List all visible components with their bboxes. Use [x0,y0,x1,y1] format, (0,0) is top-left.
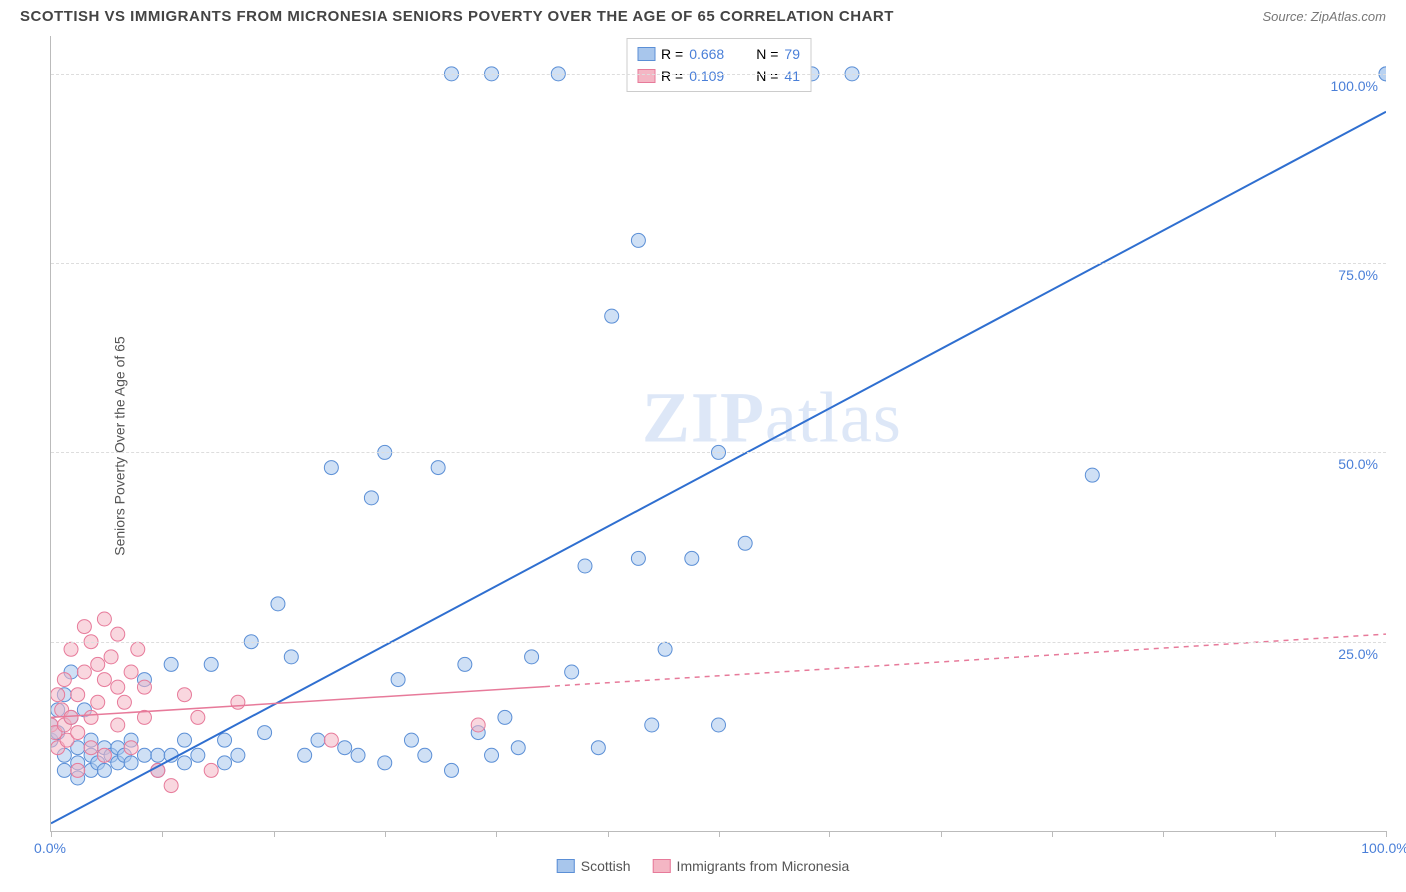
data-point [298,748,312,762]
data-point [658,642,672,656]
data-point [91,695,105,709]
data-point [231,695,245,709]
data-point [712,718,726,732]
y-tick-label: 75.0% [1338,267,1378,283]
data-point [97,748,111,762]
data-point [605,309,619,323]
data-point [124,741,138,755]
legend-swatch [637,47,655,61]
data-point [685,551,699,565]
data-point [404,733,418,747]
legend-swatch [557,859,575,873]
source-attribution: Source: ZipAtlas.com [1262,9,1386,24]
data-point [631,551,645,565]
data-point [64,642,78,656]
data-point [324,733,338,747]
legend-item: Scottish [557,858,631,874]
data-point [111,680,125,694]
data-point [338,741,352,755]
data-point [364,491,378,505]
chart-header: SCOTTISH VS IMMIGRANTS FROM MICRONESIA S… [0,0,1406,29]
data-point [151,748,165,762]
data-point [218,756,232,770]
data-point [1085,468,1099,482]
data-point [124,756,138,770]
legend-swatch [637,69,655,83]
data-point [631,233,645,247]
data-point [178,756,192,770]
legend-item: Immigrants from Micronesia [653,858,850,874]
data-point [351,748,365,762]
data-point [164,779,178,793]
data-point [471,718,485,732]
data-point [525,650,539,664]
data-point [271,597,285,611]
data-point [324,461,338,475]
data-point [445,763,459,777]
data-point [71,726,85,740]
y-tick-label: 100.0% [1331,78,1378,94]
data-point [284,650,298,664]
data-point [458,657,472,671]
data-point [645,718,659,732]
data-point [111,627,125,641]
legend-row: R = 0.109 N = 41 [637,65,800,87]
data-point [738,536,752,550]
x-tick-label: 100.0% [1361,840,1406,856]
data-point [511,741,525,755]
data-point [71,688,85,702]
data-point [57,673,71,687]
data-point [378,756,392,770]
series-legend: Scottish Immigrants from Micronesia [557,858,850,874]
data-point [178,733,192,747]
data-point [591,741,605,755]
data-point [104,650,118,664]
data-point [431,461,445,475]
y-tick-label: 50.0% [1338,456,1378,472]
data-point [97,673,111,687]
data-point [137,680,151,694]
data-point [258,726,272,740]
legend-row: R = 0.668 N = 79 [637,43,800,65]
data-point [97,612,111,626]
data-point [191,748,205,762]
data-point [84,741,98,755]
data-point [131,642,145,656]
data-point [91,657,105,671]
data-point [77,620,91,634]
data-point [64,710,78,724]
data-point [51,688,65,702]
data-point [178,688,192,702]
data-point [84,710,98,724]
scatter-plot-svg [51,36,1386,831]
data-point [391,673,405,687]
data-point [137,748,151,762]
correlation-legend: R = 0.668 N = 79 R = 0.109 N = 41 [626,38,811,92]
data-point [485,748,499,762]
data-point [218,733,232,747]
data-point [578,559,592,573]
data-point [71,763,85,777]
data-point [117,695,131,709]
data-point [57,763,71,777]
data-point [204,657,218,671]
chart-title: SCOTTISH VS IMMIGRANTS FROM MICRONESIA S… [20,8,894,25]
data-point [191,710,205,724]
data-point [418,748,432,762]
y-tick-label: 25.0% [1338,646,1378,662]
data-point [111,718,125,732]
data-point [231,748,245,762]
data-point [204,763,218,777]
data-point [565,665,579,679]
data-point [498,710,512,724]
data-point [311,733,325,747]
trend-line [51,112,1386,824]
chart-plot-area: ZIPatlas R = 0.668 N = 79 R = 0.109 N = … [50,36,1386,832]
data-point [164,657,178,671]
legend-swatch [653,859,671,873]
data-point [124,665,138,679]
x-tick-label: 0.0% [34,840,66,856]
data-point [77,665,91,679]
data-point [97,763,111,777]
